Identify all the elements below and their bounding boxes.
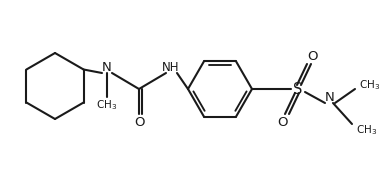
Text: CH$_3$: CH$_3$ <box>96 98 118 112</box>
Text: O: O <box>278 116 288 129</box>
Text: N: N <box>325 91 335 103</box>
Text: N: N <box>102 60 112 73</box>
Text: S: S <box>293 81 303 97</box>
Text: O: O <box>134 116 144 129</box>
Text: CH$_3$: CH$_3$ <box>356 123 377 137</box>
Text: NH: NH <box>162 60 180 73</box>
Text: O: O <box>308 49 318 62</box>
Text: CH$_3$: CH$_3$ <box>359 78 380 92</box>
